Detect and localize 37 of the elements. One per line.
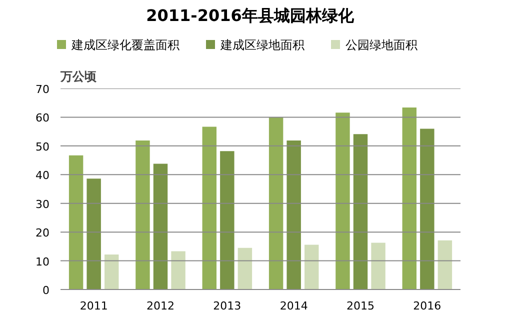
bar [371, 242, 386, 290]
y-tick-label: 50 [36, 140, 50, 154]
bar [238, 248, 252, 290]
chart-title: 2011-2016年县城园林绿化 [146, 5, 354, 27]
bar [171, 251, 186, 290]
y-tick-label: 60 [36, 112, 50, 125]
legend-label: 建成区绿化覆盖面积 [72, 38, 180, 52]
x-tick-label: 2015 [346, 300, 375, 312]
bar [353, 134, 368, 290]
y-axis-title: 万公顷 [60, 70, 98, 84]
bar [104, 254, 119, 290]
bar [68, 155, 84, 290]
bar [304, 244, 319, 290]
bar [402, 107, 416, 290]
bar [420, 128, 434, 290]
bar [286, 140, 301, 290]
y-tick-label: 0 [42, 284, 50, 297]
y-tick-label: 30 [36, 198, 50, 211]
x-tick-label: 2014 [280, 300, 308, 312]
bar [268, 117, 284, 290]
bar [438, 240, 452, 290]
y-tick-label: 10 [36, 255, 50, 268]
bar [136, 140, 150, 290]
x-tick-label: 2013 [213, 300, 242, 312]
bar [153, 164, 168, 290]
legend-label: 公园绿地面积 [346, 38, 418, 52]
y-tick-label: 20 [36, 226, 50, 240]
bar [336, 112, 350, 290]
bar [86, 178, 101, 290]
x-tick-label: 2012 [146, 300, 175, 312]
y-tick-label: 70 [36, 83, 50, 96]
legend-label: 建成区绿地面积 [220, 38, 304, 52]
y-tick-label: 40 [36, 169, 50, 182]
bar [202, 126, 216, 290]
x-tick-label: 2016 [413, 300, 442, 312]
x-tick-label: 2011 [80, 300, 108, 312]
bar [220, 151, 234, 290]
